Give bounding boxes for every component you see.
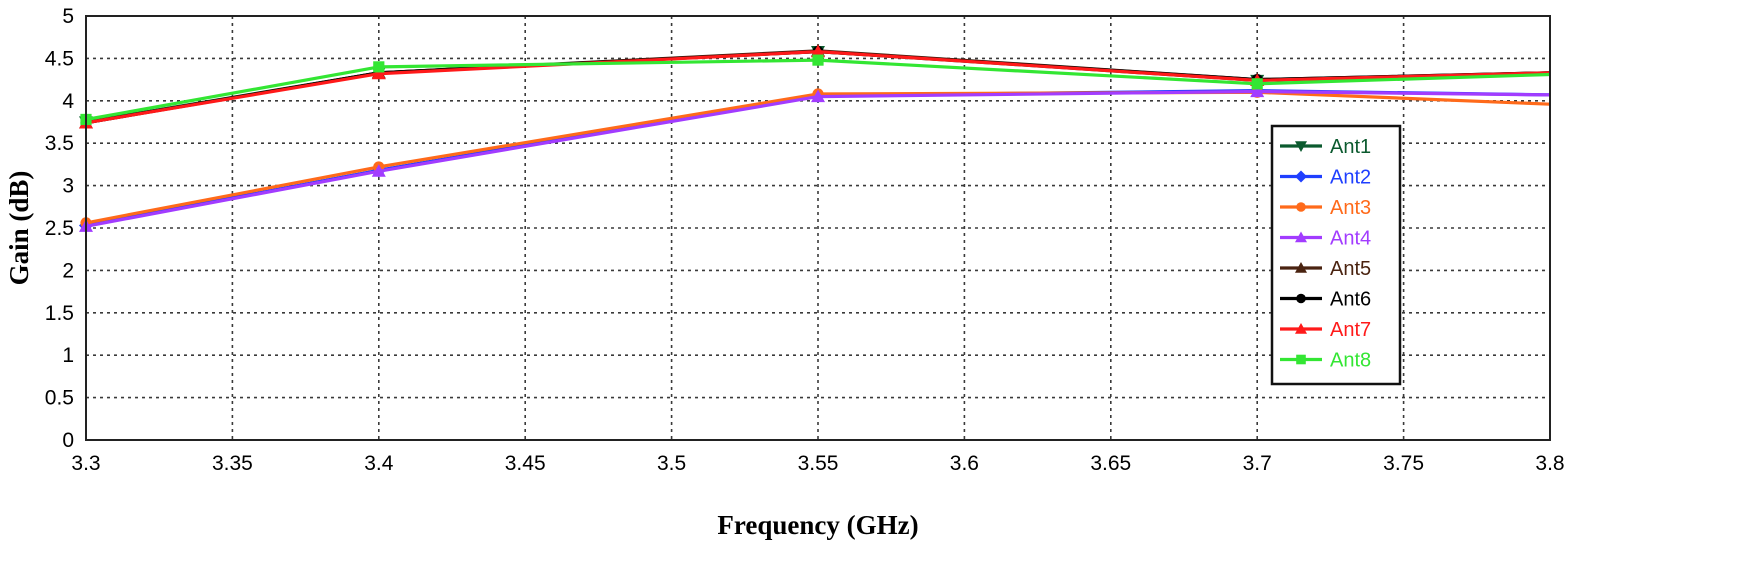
legend-marker (1295, 141, 1307, 152)
legend-label: Ant2 (1330, 167, 1371, 189)
y-tick-label: 3.5 (45, 132, 74, 155)
data-point-marker (811, 44, 825, 58)
y-axis-title: Gain (dB) (4, 171, 34, 286)
x-tick-label: 3.7 (1243, 452, 1272, 475)
y-tick-label: 5 (62, 5, 74, 28)
legend-label: Ant3 (1330, 197, 1371, 219)
data-point-marker (371, 66, 386, 80)
x-tick-label: 3.65 (1090, 452, 1131, 475)
legend-item-ant3: Ant3 (1280, 197, 1371, 219)
y-tick-label: 3 (62, 175, 74, 198)
y-tick-label: 1.5 (45, 302, 74, 325)
y-tick-label: 0.5 (45, 387, 74, 410)
data-point-marker (373, 61, 385, 73)
data-point-marker (812, 54, 824, 66)
legend-item-ant8: Ant8 (1280, 350, 1371, 372)
tick-layer: 3.3 3.35 3.4 3.45 3.5 3.55 3.6 3.65 3.7 3.75 3.800… (45, 5, 1565, 475)
x-tick-label: 3.35 (212, 452, 253, 475)
x-tick-label: 3.4 (364, 452, 394, 475)
legend-label: Ant6 (1330, 289, 1371, 311)
legend-item-ant6: Ant6 (1280, 289, 1371, 311)
legend-label: Ant4 (1330, 228, 1371, 250)
x-tick-label: 3.75 (1383, 452, 1424, 475)
x-axis-title: Frequency (GHz) (717, 510, 918, 540)
legend-label: Ant1 (1330, 136, 1371, 158)
y-tick-label: 4 (62, 90, 74, 113)
legend-marker (1296, 293, 1306, 304)
y-tick-label: 1 (62, 344, 74, 367)
legend-marker (1296, 354, 1306, 365)
legend-label: Ant7 (1330, 319, 1371, 341)
data-point-marker (1251, 78, 1263, 90)
x-tick-label: 3.8 (1535, 452, 1564, 475)
y-tick-label: 0 (62, 429, 74, 452)
x-tick-label: 3.5 (657, 452, 686, 475)
x-tick-label: 3.6 (950, 452, 979, 475)
legend-item-ant7: Ant7 (1280, 319, 1371, 341)
legend-box (1270, 124, 1402, 386)
legend-marker (1295, 231, 1307, 243)
data-point-marker (371, 164, 386, 177)
legend-item-ant1: Ant1 (1280, 136, 1371, 158)
legend-label: Ant5 (1330, 258, 1371, 280)
x-tick-label: 3.3 (71, 452, 100, 475)
series-layer (79, 43, 1551, 233)
legend-item-ant4: Ant4 (1280, 228, 1371, 250)
legend-marker (1295, 262, 1307, 273)
legend-marker (1295, 170, 1307, 183)
y-tick-label: 4.5 (45, 47, 74, 70)
x-tick-label: 3.55 (798, 452, 839, 475)
legend-label: Ant8 (1330, 350, 1371, 372)
legend-marker (1295, 323, 1307, 334)
data-point-marker (811, 89, 825, 103)
legend-item-ant5: Ant5 (1280, 258, 1371, 280)
legend-item-ant2: Ant2 (1280, 167, 1371, 189)
legend: Ant1 Ant2 Ant3 Ant4 Ant5 Ant6 Ant7 Ant8 (1270, 124, 1402, 386)
plot-area-frame (85, 15, 1551, 441)
y-tick-label: 2.5 (45, 217, 74, 240)
y-tick-label: 2 (62, 259, 74, 282)
legend-marker (1296, 202, 1306, 212)
x-tick-label: 3.45 (505, 452, 546, 475)
data-point-marker (1250, 84, 1265, 98)
